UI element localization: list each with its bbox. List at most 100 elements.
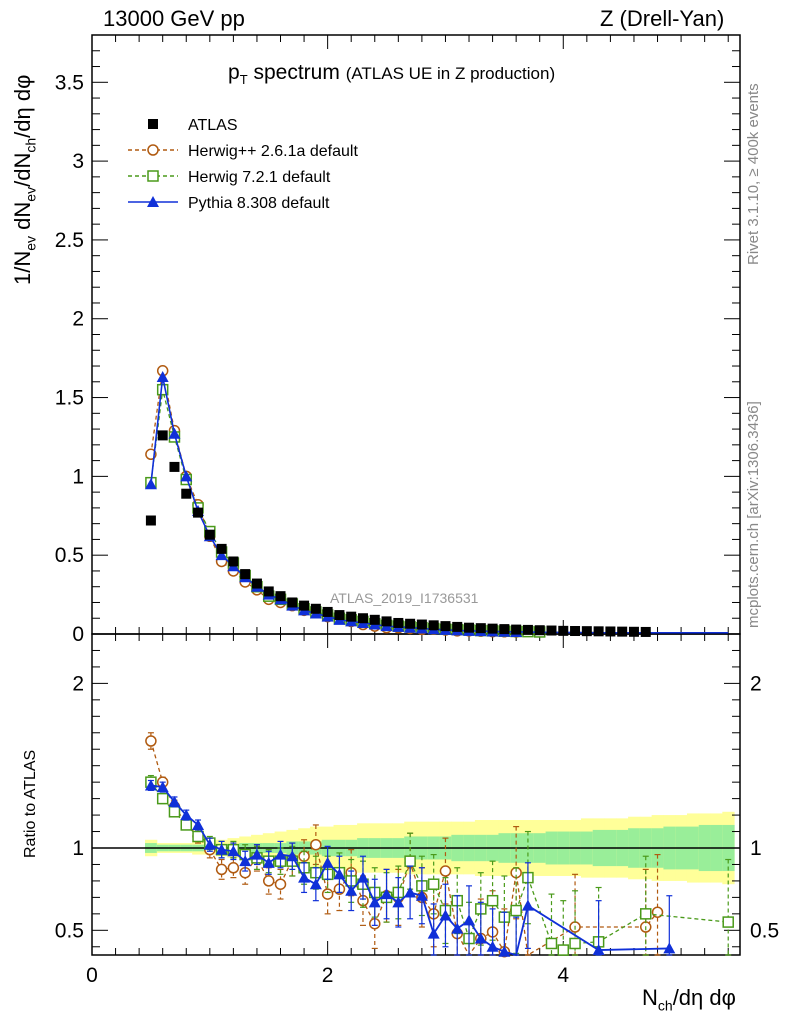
- ratio-point-2: [215, 843, 228, 855]
- data-point-3: [168, 427, 181, 439]
- ratio-point-2: [592, 944, 605, 956]
- ratio-point-2: [415, 889, 428, 901]
- ratio-point-2: [368, 896, 381, 908]
- data-point-0: [534, 625, 545, 636]
- title-rest: spectrum: [247, 61, 340, 84]
- data-point-0: [204, 529, 215, 540]
- title-small: (ATLAS UE in Z production): [345, 64, 556, 83]
- ratio-point-0: [262, 875, 275, 887]
- ratio-ylabel: Ratio to ATLAS: [22, 749, 39, 858]
- ratio-point-0: [321, 888, 334, 900]
- data-point-0: [181, 488, 192, 499]
- ratio-frame: [91, 633, 741, 956]
- x-tick-label: 2: [322, 964, 334, 987]
- data-point-0: [570, 626, 581, 637]
- mcplots-label: mcplots.cern.ch [arXiv:1306.3436]: [745, 401, 762, 628]
- data-point-0: [193, 507, 204, 518]
- ratio-point-0: [227, 862, 240, 874]
- legend-marker-3: [147, 196, 159, 207]
- legend-marker-2: [147, 170, 159, 182]
- y-tick-label: 0: [72, 623, 84, 646]
- ratio-point-2: [227, 845, 240, 857]
- ratio-point-2: [474, 932, 487, 944]
- ratio-point-2: [498, 945, 511, 957]
- data-point-0: [593, 626, 604, 637]
- ratio-point-2: [392, 896, 405, 908]
- ratio-point-2: [521, 899, 534, 911]
- ratio-point-2: [274, 848, 287, 860]
- data-point-3: [180, 470, 193, 482]
- ratio-point-1: [557, 944, 570, 956]
- title-p: p: [228, 61, 240, 84]
- ratio-point-0: [215, 863, 228, 876]
- data-point-0: [169, 461, 180, 472]
- data-point-0: [369, 614, 380, 625]
- ratio-point-2: [463, 914, 476, 926]
- ratio-point-2: [298, 871, 311, 883]
- header-right: Z (Drell-Yan): [600, 6, 725, 31]
- ratio-point-2: [321, 856, 334, 868]
- y-tick-label: 0.5: [55, 544, 84, 567]
- data-point-0: [475, 623, 486, 634]
- data-point-0: [393, 617, 404, 628]
- ratio-point-1: [192, 830, 204, 843]
- main-ylabel: 1/Nev dNev/dNch/dη dφ: [10, 74, 39, 285]
- data-point-0: [405, 618, 416, 629]
- ratio-y-tick-label-right: 2: [750, 672, 762, 695]
- y-tick-label: 1.5: [55, 387, 84, 410]
- ratio-line-0: [150, 740, 659, 957]
- ratio-point-2: [439, 909, 452, 921]
- data-point-0: [346, 611, 357, 622]
- title-sub: T: [239, 72, 248, 88]
- data-point-0: [640, 626, 651, 637]
- x-tick-label: 0: [86, 964, 98, 987]
- data-point-0: [487, 623, 498, 634]
- data-point-0: [440, 621, 451, 632]
- ratio-point-2: [180, 809, 193, 821]
- data-point-0: [334, 610, 345, 621]
- ratio-point-2: [345, 884, 358, 896]
- data-point-0: [628, 626, 639, 637]
- ratio-point-1: [510, 904, 522, 917]
- data-point-0: [216, 543, 227, 554]
- data-point-0: [416, 619, 427, 630]
- ratio-point-2: [203, 838, 216, 850]
- data-point-0: [428, 620, 439, 631]
- data-point-0: [251, 578, 262, 589]
- ratio-point-0: [439, 865, 452, 877]
- data-point-0: [322, 606, 333, 617]
- data-point-3: [215, 549, 228, 561]
- ratio-point-2: [250, 848, 263, 860]
- ratio-point-2: [239, 855, 252, 867]
- data-point-0: [452, 621, 463, 632]
- data-point-3: [144, 478, 157, 490]
- data-point-0: [275, 591, 286, 602]
- xlabel: Nch/dη dφ: [642, 985, 736, 1014]
- ratio-point-2: [286, 850, 299, 862]
- plot-title: pT spectrum (ATLAS UE in Z production): [228, 61, 555, 87]
- ratio-point-1: [156, 792, 169, 805]
- data-point-0: [617, 626, 628, 637]
- y-tick-label: 1: [72, 465, 84, 488]
- ratio-point-0: [310, 838, 322, 851]
- ratio-point-1: [545, 937, 558, 950]
- legend-label-0: ATLAS: [188, 117, 238, 134]
- data-point-0: [357, 613, 368, 624]
- ratio-point-1: [168, 806, 181, 818]
- ratio-point-2: [380, 888, 393, 900]
- legend-label-2: Herwig 7.2.1 default: [188, 169, 331, 186]
- ratio-point-2: [356, 871, 369, 883]
- data-point-0: [157, 430, 168, 441]
- data-point-0: [581, 626, 592, 637]
- data-point-0: [381, 616, 392, 627]
- data-point-0: [546, 625, 557, 636]
- y-tick-label: 3.5: [55, 71, 84, 94]
- ratio-point-1: [639, 908, 652, 920]
- ratio-point-1: [427, 878, 440, 890]
- ratio-point-2: [168, 795, 181, 807]
- header-left: 13000 GeV pp: [103, 6, 245, 31]
- legend-marker-1: [147, 144, 159, 156]
- ratio-point-2: [486, 940, 499, 952]
- ratio-point-2: [192, 818, 205, 830]
